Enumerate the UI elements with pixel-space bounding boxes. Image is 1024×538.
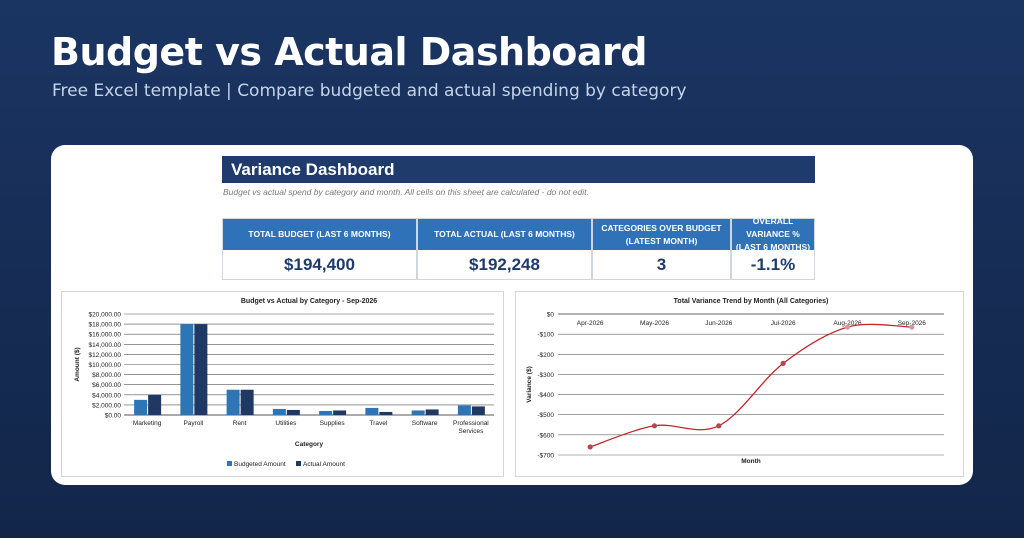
- data-point: [909, 324, 915, 330]
- x-tick-label: Rent: [233, 420, 247, 427]
- y-tick-label: $16,000.00: [88, 332, 121, 339]
- data-point: [587, 444, 593, 450]
- x-tick-label: Travel: [369, 420, 387, 427]
- x-tick-label: Aug-2026: [833, 320, 862, 327]
- kpi-categories-over-budget: CATEGORIES OVER BUDGET (LATEST MONTH) 3: [592, 218, 731, 280]
- legend-label: Budgeted Amount: [234, 461, 286, 468]
- bar: [425, 409, 439, 415]
- chart-title: Total Variance Trend by Month (All Categ…: [674, 298, 829, 305]
- y-tick-label: $8,000.00: [92, 372, 121, 379]
- x-tick-label: Professional: [453, 420, 489, 427]
- x-tick-label: Apr-2026: [577, 320, 604, 327]
- x-tick-label: Payroll: [183, 420, 203, 427]
- kpi-value: $192,248: [469, 255, 540, 274]
- y-tick-label: $2,000.00: [92, 402, 121, 409]
- kpi-label: OVERALL VARIANCE % (LAST 6 MONTHS): [732, 216, 814, 252]
- bar: [148, 394, 162, 415]
- kpi-label: TOTAL BUDGET (LAST 6 MONTHS): [223, 219, 416, 250]
- data-point: [844, 324, 851, 330]
- bar: [226, 389, 240, 415]
- bar-chart: Budget vs Actual by Category - Sep-2026 $…: [74, 298, 494, 468]
- sheet-title: Variance Dashboard: [222, 156, 815, 183]
- data-point: [780, 360, 786, 366]
- kpi-total-budget: TOTAL BUDGET (LAST 6 MONTHS) $194,400: [222, 218, 417, 280]
- data-point: [716, 423, 722, 429]
- kpi-value: 3: [656, 255, 667, 274]
- x-tick-label: Jun-2026: [705, 320, 732, 327]
- kpi-total-actual: TOTAL ACTUAL (LAST 6 MONTHS) $192,248: [417, 218, 592, 280]
- line-chart: Total Variance Trend by Month (All Categ…: [526, 298, 944, 465]
- hero-title: Budget vs Actual Dashboard: [51, 30, 648, 74]
- bar: [134, 399, 148, 415]
- y-tick-label: -$100: [537, 332, 554, 339]
- legend-label: Actual Amount: [303, 461, 345, 468]
- legend-swatch: [296, 461, 301, 466]
- bar: [379, 411, 393, 415]
- x-tick-label: Supplies: [320, 420, 346, 427]
- y-tick-label: -$200: [537, 352, 554, 359]
- y-tick-label: $6,000.00: [92, 382, 121, 389]
- bar: [457, 405, 471, 415]
- hero-subtitle: Free Excel template | Compare budgeted a…: [52, 81, 687, 101]
- kpi-label: TOTAL ACTUAL (LAST 6 MONTHS): [418, 219, 591, 250]
- kpi-value: -1.1%: [750, 255, 796, 274]
- bar: [319, 410, 333, 415]
- y-tick-label: $10,000.00: [88, 362, 121, 369]
- bar: [272, 408, 286, 415]
- x-tick-label: Software: [412, 420, 438, 427]
- bar: [471, 406, 485, 415]
- x-tick-label: Sep-2026: [898, 320, 927, 327]
- y-tick-label: -$700: [537, 453, 554, 460]
- data-point: [651, 423, 658, 429]
- sheet-description: Budget vs actual spend by category and m…: [223, 187, 589, 197]
- kpi-overall-variance: OVERALL VARIANCE % (LAST 6 MONTHS) -1.1%: [731, 216, 815, 280]
- trend-line: [589, 323, 912, 448]
- x-tick-label: Utilities: [275, 420, 297, 427]
- legend-swatch: [227, 461, 232, 466]
- bar: [286, 409, 300, 415]
- bar: [194, 324, 208, 415]
- x-tick-label: Jul-2026: [771, 320, 796, 327]
- dashboard-screenshot-card: Variance Dashboard Budget vs actual spen…: [51, 145, 973, 485]
- y-tick-label: $4,000.00: [92, 392, 121, 399]
- kpi-value: $194,400: [284, 255, 355, 274]
- x-tick-label: May-2026: [640, 320, 669, 327]
- x-tick-label: Marketing: [133, 420, 162, 427]
- bar: [333, 410, 347, 415]
- x-tick-label: Services: [458, 428, 484, 435]
- y-axis-label: Variance ($): [526, 366, 533, 403]
- kpi-label: CATEGORIES OVER BUDGET (LATEST MONTH): [593, 219, 730, 250]
- bar-chart-panel[interactable]: Budget vs Actual by Category - Sep-2026 $…: [61, 291, 504, 477]
- y-tick-label: $12,000.00: [88, 352, 121, 359]
- y-tick-label: $20,000.00: [88, 312, 121, 319]
- y-tick-label: $18,000.00: [88, 322, 121, 329]
- bar: [365, 407, 379, 415]
- y-tick-label: -$400: [537, 392, 554, 399]
- y-tick-label: $14,000.00: [88, 342, 121, 349]
- y-axis-label: Amount ($): [74, 347, 81, 381]
- y-tick-label: $0: [547, 312, 555, 319]
- y-tick-label: $0.00: [105, 413, 122, 420]
- line-chart-panel[interactable]: Total Variance Trend by Month (All Categ…: [515, 291, 964, 477]
- x-axis-label: Category: [295, 441, 324, 448]
- bar: [411, 410, 425, 415]
- x-axis-label: Month: [741, 458, 761, 465]
- bar: [180, 324, 194, 415]
- y-tick-label: -$500: [537, 412, 554, 419]
- y-tick-label: -$600: [537, 432, 554, 439]
- bar: [240, 389, 254, 415]
- chart-title: Budget vs Actual by Category - Sep-2026: [241, 298, 377, 305]
- y-tick-label: -$300: [537, 372, 554, 379]
